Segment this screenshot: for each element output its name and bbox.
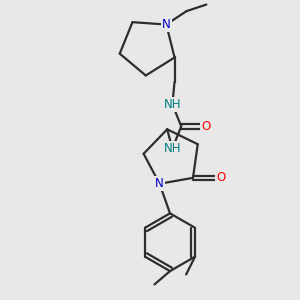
Text: NH: NH (164, 98, 181, 111)
Text: N: N (155, 177, 164, 190)
Text: O: O (216, 171, 225, 184)
Text: NH: NH (164, 142, 181, 155)
Text: O: O (201, 120, 210, 133)
Text: N: N (162, 18, 171, 31)
